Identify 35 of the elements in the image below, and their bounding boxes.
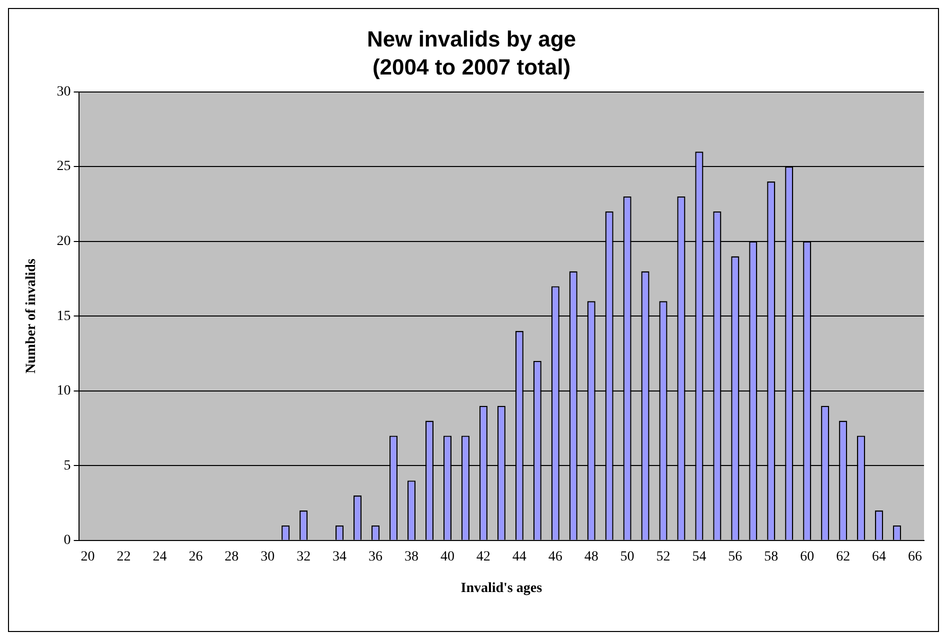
x-tick-label: 54 [692,549,706,564]
x-tick-label: 36 [368,549,383,564]
y-tick-label: 20 [56,234,71,250]
y-tick-label: 5 [64,458,71,474]
x-tick-label: 26 [188,549,203,564]
x-tick-label: 42 [476,549,490,564]
x-tick-label: 20 [80,549,95,564]
x-tick-label: 34 [332,549,347,564]
x-tick-label: 48 [584,549,598,564]
y-tick-label: 25 [56,159,71,174]
chart-title: New invalids by age [366,26,576,52]
x-tick-label: 22 [116,549,131,564]
x-tick-label: 30 [260,549,275,564]
x-tick-label: 38 [404,549,418,564]
x-tick-label: 46 [548,549,562,564]
y-tick-label: 0 [64,533,71,548]
x-tick-label: 58 [764,549,778,564]
x-axis-title: Invalid's ages [460,581,543,596]
y-tick-label: 15 [56,308,71,324]
x-tick-label: 52 [656,549,670,564]
x-tick-label: 32 [296,549,311,564]
y-tick-label: 30 [56,84,71,100]
x-tick-label: 28 [224,549,239,564]
x-tick-label: 40 [440,549,454,564]
y-axis-title: Number of invalids [24,258,40,374]
y-tick-label: 10 [56,384,71,399]
x-tick-label: 60 [800,549,814,564]
x-tick-label: 66 [908,549,922,564]
x-tick-label: 44 [512,549,526,564]
x-tick-label: 50 [620,549,634,564]
x-tick-label: 56 [728,549,742,564]
chart-subtitle: (2004 to 2007 total) [372,54,571,80]
x-tick-label: 24 [152,549,167,564]
x-tick-label: 62 [836,549,850,564]
x-tick-label: 64 [872,549,886,564]
